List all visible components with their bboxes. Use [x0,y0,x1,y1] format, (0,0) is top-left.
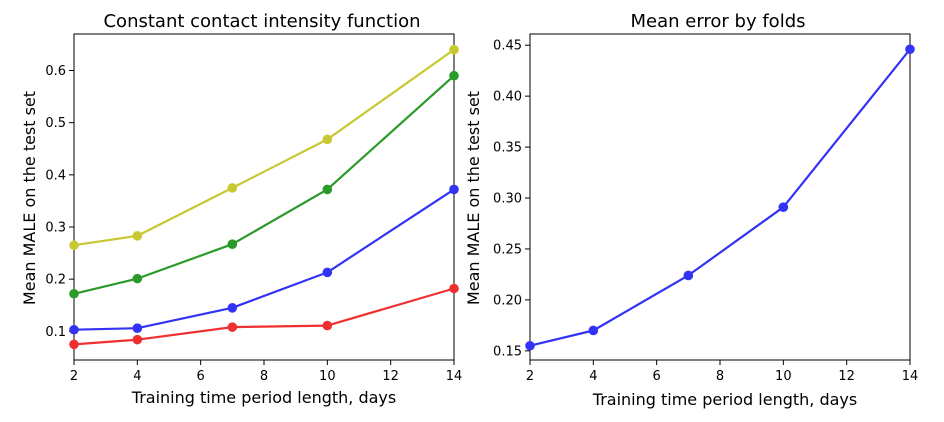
y-tick-label: 0.2 [45,273,66,288]
data-point [322,134,333,145]
y-tick-label: 0.5 [45,116,66,131]
x-tick-label: 2 [526,369,534,384]
x-tick-label: 2 [70,369,78,384]
data-point [449,44,459,55]
chart-mean-error-by-folds: Mean error by folds Mean MALE on the tes… [464,11,918,409]
data-point [322,320,333,331]
y-tick-label: 0.1 [45,325,66,340]
plot-frame [73,33,455,361]
y-tick-label: 0.6 [45,64,66,79]
data-point [322,184,333,195]
data-point [778,202,789,212]
x-tick-label: 12 [838,369,855,384]
data-point [525,340,535,351]
x-tick-label: 4 [589,369,597,384]
data-point [69,339,79,350]
y-tick-label: 0.45 [493,39,522,54]
data-point [132,273,143,284]
x-tick-label: 14 [902,369,919,384]
data-point [322,267,333,278]
y-tick-label: 0.3 [45,220,66,235]
x-tick-label: 12 [382,369,399,384]
data-point [588,325,599,336]
data-point [227,239,238,250]
data-point [69,240,79,251]
x-tick-label: 8 [716,369,724,384]
y-axis-label: Mean MALE on the test set [20,91,39,305]
series-line-2 [73,188,455,331]
data-point [132,323,143,333]
plot-frame [529,33,911,361]
chart-title: Mean error by folds [630,11,805,32]
chart-constant-contact-intensity: Constant contact intensity function Mean… [20,11,462,407]
data-point [683,270,694,281]
data-point [227,322,238,332]
x-tick-label: 10 [775,369,792,384]
y-axis-label: Mean MALE on the test set [464,91,483,305]
x-tick-label: 8 [260,369,268,384]
y-tick-label: 0.25 [493,242,522,257]
x-tick-label: 6 [197,369,205,384]
x-axis-label: Training time period length, days [131,388,396,407]
data-point [227,183,238,193]
series-line-1 [73,74,455,295]
x-axis-label: Training time period length, days [592,390,857,409]
series-line-0 [73,48,455,247]
chart-title: Constant contact intensity function [103,11,420,32]
data-point [449,70,459,81]
x-tick-label: 6 [653,369,661,384]
y-tick-label: 0.40 [493,90,522,105]
data-point [69,324,79,335]
y-tick-label: 0.30 [493,192,522,207]
data-point [905,44,915,55]
y-tick-label: 0.15 [493,344,522,359]
data-point [227,303,238,313]
y-tick-label: 0.20 [493,293,522,308]
x-tick-label: 14 [446,369,463,384]
data-point [449,283,459,294]
series-line-0 [529,48,911,347]
data-point [132,334,143,345]
y-tick-label: 0.35 [493,141,522,156]
data-point [69,288,79,299]
data-point [132,231,143,241]
x-tick-label: 4 [133,369,141,384]
y-tick-label: 0.4 [45,168,66,183]
data-point [449,184,459,195]
x-tick-label: 10 [319,369,336,384]
